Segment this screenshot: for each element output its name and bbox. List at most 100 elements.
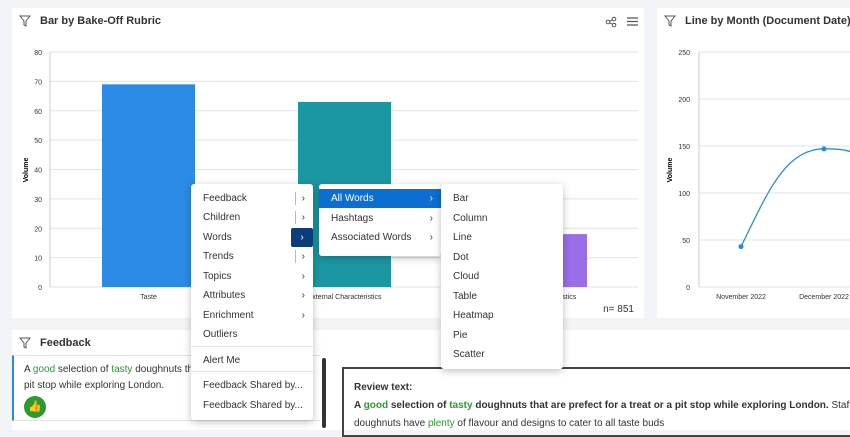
data-point (821, 146, 827, 152)
share-icon[interactable] (605, 16, 617, 28)
filter-icon[interactable] (19, 337, 31, 349)
menu-item-line[interactable]: Line (441, 228, 563, 247)
panel-title: Bar by Bake-Off Rubric (40, 15, 162, 27)
chevron-right-icon[interactable]: › (429, 232, 433, 243)
menu-item-column[interactable]: Column (441, 209, 563, 228)
y-tick-label: 0 (686, 285, 690, 292)
x-tick-label: December 2022 (799, 294, 849, 301)
chevron-right-icon[interactable]: › (429, 193, 433, 204)
menu-divider (191, 346, 313, 347)
y-tick-label: 50 (34, 138, 42, 145)
menu-item-label: Bar (453, 193, 469, 204)
data-point (738, 244, 744, 250)
menu-item-label: Outliers (203, 329, 238, 340)
x-tick-label: November 2022 (716, 294, 766, 301)
menu-item-children[interactable]: Children › (191, 208, 313, 227)
menu-item-label: Enrichment (203, 310, 254, 321)
menu-item-heatmap[interactable]: Heatmap (441, 306, 563, 325)
filter-icon[interactable] (664, 15, 676, 27)
menu-item-label: Line (453, 232, 472, 243)
menu-divider (191, 371, 313, 372)
series-line (740, 148, 850, 247)
menu-item-enrichment[interactable]: Enrichment › (191, 306, 313, 325)
y-tick-label: 40 (34, 168, 42, 175)
menu-item-label: Table (453, 290, 477, 302)
menu-item-label: Attributes (203, 290, 246, 301)
menu-item-label: Scatter (453, 349, 485, 360)
y-tick-label: 0 (38, 285, 42, 292)
chevron-right-icon[interactable]: › (294, 192, 305, 205)
chevron-right-icon[interactable]: › (291, 228, 313, 247)
menu-item-label: Feedback (203, 193, 247, 204)
chevron-right-icon[interactable]: › (429, 212, 433, 224)
line-chart-panel: Line by Month (Document Date) (657, 8, 850, 318)
y-tick-label: 10 (34, 256, 42, 263)
chevron-right-icon[interactable]: › (294, 250, 305, 263)
thumbs-up-icon[interactable]: 👍 (24, 396, 46, 418)
menu-item-label: Topics (203, 271, 232, 282)
menu-item-table[interactable]: Table (441, 287, 563, 306)
menu-item-trends[interactable]: Trends › (191, 247, 313, 266)
line-chart: 0 50 100 150 200 250 Volume November 2022 Decemb… (667, 50, 850, 301)
bar (102, 84, 195, 287)
y-tick-label: 200 (678, 97, 690, 104)
menu-item-words[interactable]: Words › (191, 228, 313, 247)
menu-item-label: Feedback Shared by... (203, 400, 303, 411)
words-submenu: All Words › Hashtags › Associated Words › (319, 184, 441, 256)
menu-item-label: All Words (331, 193, 374, 204)
menu-item-alert-me[interactable]: Alert Me (191, 351, 313, 370)
menu-item-label: Heatmap (453, 310, 494, 321)
menu-item-label: Pie (453, 329, 468, 341)
menu-item-pie[interactable]: Pie (441, 326, 563, 345)
feedback-panel: Feedback A good selection of tasty dough… (12, 330, 850, 437)
menu-item-feedback-shared-by-[interactable]: Feedback Shared by... (191, 376, 313, 395)
menu-item-bar[interactable]: Bar (441, 189, 563, 208)
menu-item-feedback[interactable]: Feedback › (191, 189, 313, 208)
menu-item-label: Cloud (453, 271, 480, 282)
scrollbar[interactable] (322, 358, 326, 428)
x-tick-label: Taste (140, 294, 157, 301)
panel-title: Feedback (40, 337, 91, 349)
context-menu: Feedback › Children › Words › Trends › Topics › At… (191, 184, 313, 420)
menu-item-dot[interactable]: Dot (441, 248, 563, 267)
y-tick-label: 80 (34, 50, 42, 57)
menu-item-label: Alert Me (203, 355, 241, 366)
menu-item-hashtags[interactable]: Hashtags › (319, 209, 441, 228)
menu-item-cloud[interactable]: Cloud (441, 267, 563, 286)
chevron-right-icon[interactable]: › (301, 290, 305, 301)
feedback-text: A good selection of tasty doughnuts th pi… (24, 364, 194, 391)
menu-item-feedback-shared-by-[interactable]: Feedback Shared by... (191, 396, 313, 415)
menu-item-label: Feedback Shared by... (203, 380, 303, 391)
review-text: A good selection of tasty doughnuts that… (354, 400, 850, 429)
menu-item-attributes[interactable]: Attributes › (191, 286, 313, 305)
y-tick-label: 50 (682, 238, 690, 245)
chevron-right-icon[interactable]: › (301, 271, 305, 282)
chevron-right-icon[interactable]: › (301, 310, 305, 321)
y-tick-label: 60 (34, 109, 42, 116)
chevron-right-icon[interactable]: › (294, 211, 305, 224)
review-label: Review text: (354, 382, 413, 393)
review-box: Review text: A good selection of tasty d… (342, 367, 850, 437)
menu-item-label: Dot (453, 251, 469, 263)
bar-chart: 0 10 20 30 40 50 60 70 80 Volume Taste External Cha… (23, 50, 638, 301)
menu-item-label: Trends (203, 251, 234, 262)
y-tick-label: 70 (34, 79, 42, 86)
menu-item-label: Children (203, 212, 241, 223)
menu-item-associated-words[interactable]: Associated Words › (319, 228, 441, 247)
menu-icon[interactable] (627, 16, 638, 27)
y-axis-label: Volume (667, 158, 674, 183)
y-tick-label: 100 (678, 191, 690, 198)
y-axis-label: Volume (23, 158, 30, 183)
menu-item-label: Hashtags (331, 212, 374, 224)
feedback-card[interactable]: A good selection of tasty doughnuts th pi… (12, 355, 320, 421)
menu-item-topics[interactable]: Topics › (191, 267, 313, 286)
sample-size: n= 851 (603, 304, 634, 315)
x-tick-label: External Characteristics (308, 294, 382, 301)
menu-item-label: Associated Words (331, 232, 412, 243)
panel-title: Line by Month (Document Date) (685, 15, 850, 27)
filter-icon[interactable] (19, 15, 31, 27)
y-tick-label: 150 (678, 144, 690, 151)
menu-item-all-words[interactable]: All Words › (319, 189, 441, 208)
menu-item-outliers[interactable]: Outliers (191, 325, 313, 344)
menu-item-scatter[interactable]: Scatter (441, 345, 563, 364)
